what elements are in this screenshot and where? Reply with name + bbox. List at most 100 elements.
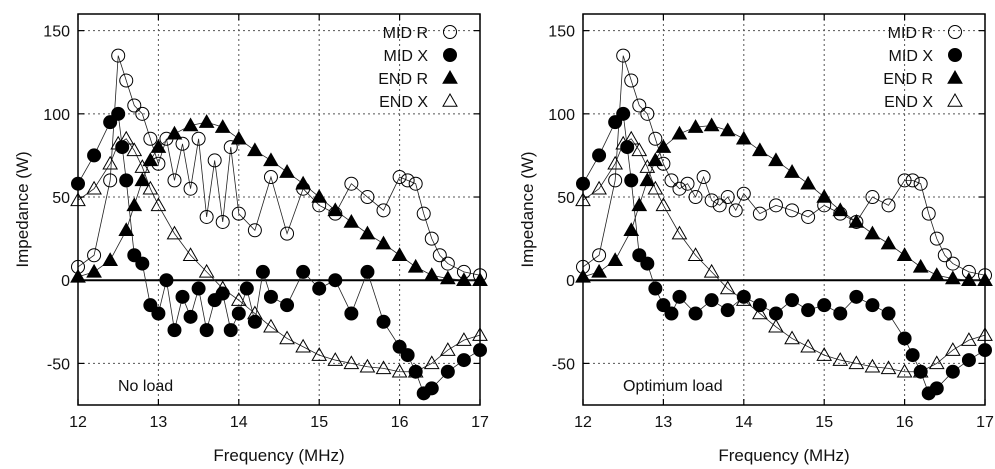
data-point — [118, 222, 135, 237]
series-end-x — [575, 130, 993, 378]
legend-marker — [443, 25, 457, 39]
data-point — [671, 225, 688, 240]
legend-marker — [947, 69, 963, 84]
legend-label: END X — [379, 94, 428, 111]
data-point — [736, 186, 751, 201]
data-point — [849, 289, 864, 304]
data-point — [279, 330, 295, 345]
data-point — [247, 142, 263, 157]
data-point — [182, 117, 199, 132]
data-point — [664, 306, 679, 321]
data-point — [424, 381, 439, 396]
data-point — [126, 142, 143, 157]
data-point — [592, 248, 607, 263]
data-point — [703, 263, 720, 278]
data-point — [623, 130, 640, 145]
data-point — [680, 176, 695, 191]
data-point — [928, 267, 945, 281]
data-point — [864, 358, 881, 373]
legend-marker — [443, 48, 457, 62]
data-point — [880, 360, 897, 375]
data-point — [118, 130, 135, 145]
data-point — [191, 131, 206, 146]
data-point — [687, 247, 704, 262]
data-point — [639, 172, 656, 187]
data-point — [880, 235, 897, 250]
data-point — [456, 353, 471, 368]
data-point — [752, 206, 767, 221]
y-axis-label: Impedance (W) — [518, 151, 537, 267]
series-mid-x — [71, 106, 487, 401]
data-point — [624, 73, 639, 88]
data-point — [223, 140, 238, 155]
data-point — [607, 252, 624, 266]
data-point — [119, 73, 134, 88]
data-point — [416, 206, 431, 221]
data-point — [408, 176, 423, 191]
data-point — [752, 305, 768, 320]
data-point — [703, 117, 720, 132]
data-point — [592, 148, 607, 163]
model-curve — [77, 55, 481, 276]
data-point — [360, 264, 375, 279]
data-point — [720, 303, 735, 318]
data-point — [848, 355, 865, 370]
data-point — [135, 256, 150, 271]
data-point — [623, 222, 640, 237]
data-point — [961, 272, 977, 286]
y-tick-label: -50 — [47, 356, 70, 373]
data-point — [832, 202, 849, 217]
data-point — [784, 330, 800, 345]
data-point — [328, 273, 343, 288]
data-point — [263, 318, 279, 333]
data-point — [897, 331, 912, 346]
data-point — [142, 180, 159, 195]
data-point — [728, 203, 743, 218]
x-tick-label: 13 — [150, 414, 168, 431]
model-curve — [582, 55, 986, 276]
y-tick-label: -50 — [552, 356, 575, 373]
model-curve — [582, 138, 986, 373]
data-point — [456, 272, 472, 286]
data-point — [166, 225, 183, 240]
data-point — [896, 247, 913, 262]
data-point — [647, 152, 664, 167]
data-point — [343, 355, 360, 370]
data-point — [359, 225, 376, 240]
data-point — [135, 106, 150, 121]
legend: MID R MID X END R END X — [378, 25, 458, 111]
data-point — [214, 119, 231, 133]
model-curve — [77, 121, 480, 281]
legend-label: MID R — [383, 25, 428, 42]
data-point — [199, 323, 214, 338]
data-point — [111, 48, 126, 63]
data-point — [295, 175, 311, 190]
data-point — [921, 206, 936, 221]
data-point — [640, 106, 655, 121]
data-point — [752, 142, 768, 157]
data-point — [280, 226, 295, 241]
data-point — [719, 122, 736, 137]
data-point — [391, 363, 408, 378]
x-tick-label: 16 — [896, 414, 914, 431]
data-point — [424, 231, 439, 246]
data-point — [616, 48, 631, 63]
data-point — [896, 363, 913, 378]
data-point — [198, 263, 215, 278]
data-point — [591, 180, 607, 195]
series-end-r — [575, 117, 993, 286]
x-tick-label: 16 — [391, 414, 409, 431]
data-point — [704, 193, 719, 208]
data-point — [159, 273, 174, 288]
data-point — [881, 198, 896, 213]
data-point — [150, 139, 167, 153]
data-point — [230, 292, 247, 306]
data-point — [620, 140, 635, 155]
data-point — [407, 363, 424, 378]
data-point — [864, 225, 881, 240]
data-point — [672, 181, 687, 196]
data-point — [375, 235, 392, 250]
data-point — [664, 173, 679, 188]
data-point — [263, 170, 278, 185]
data-point — [392, 170, 407, 185]
